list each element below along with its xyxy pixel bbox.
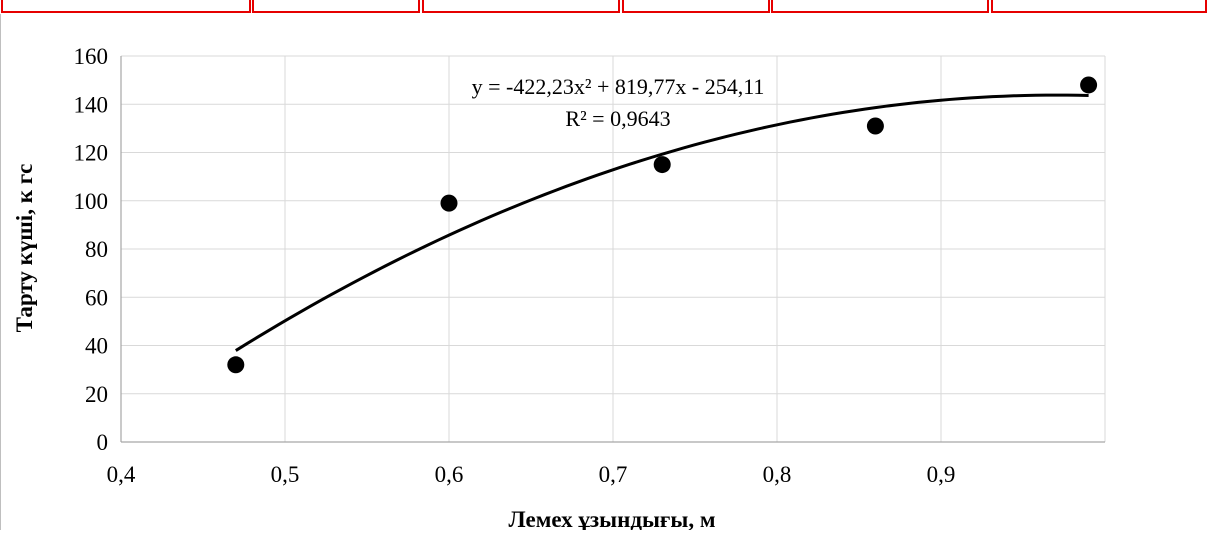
y-axis-title: Тарту күші, к гс xyxy=(12,164,37,333)
data-points xyxy=(227,76,1098,374)
x-tick-label: 0,5 xyxy=(271,462,300,487)
y-tick-label: 80 xyxy=(85,237,108,262)
y-tick-label: 140 xyxy=(74,92,109,117)
x-tick-label: 0,4 xyxy=(107,462,136,487)
x-tick-labels: 0,4 0,5 0,6 0,7 0,8 0,9 xyxy=(107,462,956,487)
r-squared-label: R² = 0,9643 xyxy=(565,106,670,131)
axes xyxy=(120,56,1105,443)
y-tick-label: 120 xyxy=(74,141,109,166)
x-tick-label: 0,7 xyxy=(599,462,628,487)
x-tick-label: 0,8 xyxy=(763,462,792,487)
data-point xyxy=(1080,76,1098,94)
x-axis-title: Лемех ұзындығы, м xyxy=(509,507,716,530)
trendline xyxy=(235,93,1089,352)
trendline-curve xyxy=(235,93,1089,352)
y-tick-label: 100 xyxy=(74,189,109,214)
data-point xyxy=(866,117,884,135)
y-tick-label: 20 xyxy=(85,382,108,407)
data-point xyxy=(653,156,671,174)
y-tick-labels: 0 20 40 60 80 100 120 140 160 xyxy=(74,44,109,455)
x-tick-label: 0,9 xyxy=(927,462,956,487)
data-point xyxy=(440,194,458,212)
x-tick-label: 0,6 xyxy=(435,462,464,487)
y-tick-label: 160 xyxy=(74,44,109,69)
gridlines xyxy=(121,55,1106,442)
trendline-equation: y = -422,23x² + 819,77x - 254,11 xyxy=(472,74,765,99)
y-tick-label: 0 xyxy=(97,430,109,455)
table-header-strip xyxy=(0,0,1207,14)
data-point xyxy=(227,356,245,374)
y-tick-label: 40 xyxy=(85,334,108,359)
y-tick-label: 60 xyxy=(85,285,108,310)
